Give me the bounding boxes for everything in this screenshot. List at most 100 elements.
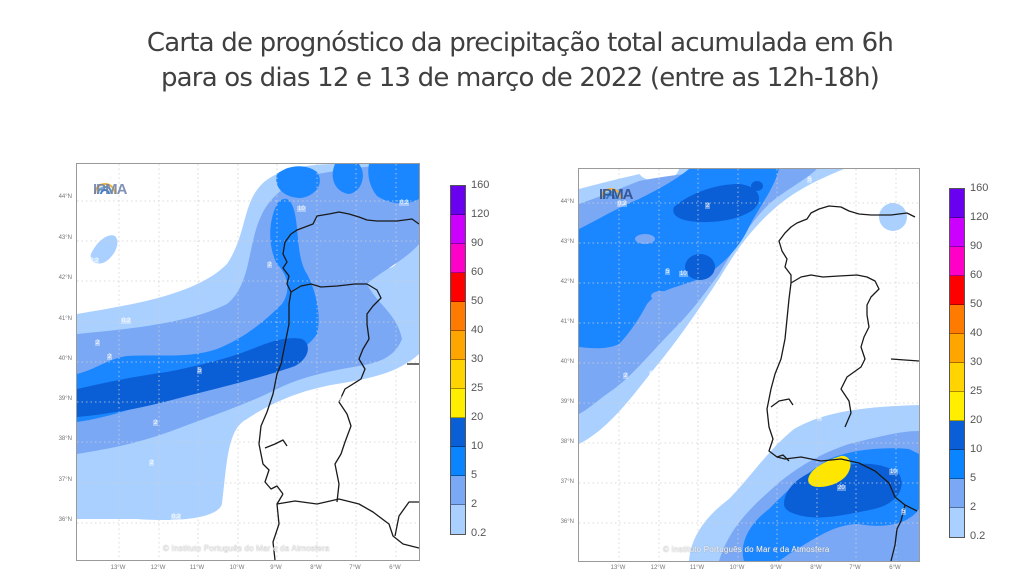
precipitation-map-day-12: 0.2 0.2 2 2 5 10 2 0.2 2 2 0.2 0.2 IPMA … — [76, 163, 420, 561]
map-canvas — [77, 164, 419, 560]
legend-tick: 60 — [970, 269, 983, 281]
legend-tick: 50 — [471, 295, 484, 307]
legend-tick: 25 — [471, 382, 484, 394]
legend-swatch — [950, 392, 964, 421]
legend-tick: 10 — [471, 440, 484, 452]
contour-label: 20 — [837, 485, 846, 491]
lat-label: 38°N — [560, 439, 574, 445]
contour-label: 2 — [705, 203, 711, 209]
contour-label: 5 — [665, 269, 671, 275]
logo-text: IPMA — [93, 181, 127, 198]
legend-swatch — [451, 215, 465, 244]
legend-swatch — [451, 476, 465, 505]
lat-label: 41°N — [560, 319, 574, 325]
legend-tick: 160 — [970, 182, 989, 194]
contour-label: 0.2 — [121, 318, 132, 324]
lat-label: 36°N — [58, 517, 72, 523]
title-line-2: para os dias 12 e 13 de março de 2022 (e… — [160, 63, 880, 93]
legend-swatch — [451, 389, 465, 418]
legend-tick: 20 — [970, 414, 983, 426]
legend-swatch — [451, 244, 465, 273]
legend-swatch — [451, 418, 465, 447]
legend-tick: 90 — [970, 240, 983, 252]
lon-label: 13°W — [110, 565, 126, 571]
legend-swatch — [451, 447, 465, 476]
ipma-logo: IPMA — [93, 181, 127, 198]
contour-label: 2 — [817, 415, 823, 421]
lon-label: 12°W — [650, 565, 666, 571]
legend-tick: 10 — [970, 443, 983, 455]
legend-swatch — [950, 421, 964, 450]
contour-label: 2 — [149, 460, 155, 466]
lon-label: 7°W — [849, 565, 861, 571]
legend-swatch — [950, 450, 964, 479]
chart-title: Carta de prognóstico da precipitação tot… — [0, 26, 1024, 96]
contour-label: 0.2 — [337, 396, 348, 402]
lon-label: 9°W — [770, 565, 782, 571]
contour-label: 10 — [297, 206, 306, 212]
legend-tick: 50 — [970, 298, 983, 310]
lon-label: 12°W — [150, 565, 166, 571]
title-line-1: Carta de prognóstico da precipitação tot… — [146, 28, 894, 58]
contour-label: 2 — [623, 373, 629, 379]
legend-swatch — [950, 247, 964, 276]
contour-label: 0.2 — [171, 514, 182, 520]
legend-tick: 60 — [471, 266, 484, 278]
legend-swatch — [950, 276, 964, 305]
lat-label: 37°N — [58, 477, 72, 483]
legend-swatch — [451, 273, 465, 302]
contour-label: 5 — [901, 509, 907, 515]
rainbow-logo-icon — [94, 183, 116, 195]
legend-tick: 5 — [970, 472, 977, 484]
ipma-logo: IPMA — [599, 186, 633, 203]
contour-label: 5 — [807, 177, 813, 183]
copyright-credit: © Instituto Português do Mar e da Atmosf… — [163, 544, 330, 553]
legend-tick: 0.2 — [970, 530, 986, 542]
legend-tick: 160 — [471, 179, 490, 191]
copyright-credit: © Instituto Português do Mar e da Atmosf… — [663, 545, 830, 554]
legend-colorbar: 160 120 90 60 50 40 30 25 20 10 5 2 0.2 — [450, 179, 489, 539]
lat-label: 42°N — [58, 275, 72, 281]
lat-label: 38°N — [58, 436, 72, 442]
legend-swatch — [950, 363, 964, 392]
lon-label: 6°W — [889, 565, 901, 571]
lon-label: 6°W — [389, 565, 401, 571]
lat-label: 37°N — [560, 479, 574, 485]
lat-label: 44°N — [560, 199, 574, 205]
contour-label: 0.2 — [89, 258, 100, 264]
legend-swatch — [451, 360, 465, 389]
lat-label: 39°N — [560, 399, 574, 405]
legend-swatch — [950, 305, 964, 334]
legend-tick: 0.2 — [471, 527, 487, 539]
lon-label: 11°W — [189, 565, 205, 571]
legend-tick: 120 — [471, 208, 490, 220]
lon-label: 10°W — [729, 565, 745, 571]
legend-tick: 20 — [471, 411, 484, 423]
map-canvas — [579, 169, 919, 561]
lat-label: 41°N — [58, 316, 72, 322]
lon-label: 7°W — [349, 565, 361, 571]
legend-swatch — [950, 189, 964, 218]
contour-label: 0.2 — [649, 371, 660, 377]
contour-label: 2 — [107, 354, 113, 360]
legend-swatch — [950, 334, 964, 363]
contour-label: 2 — [267, 262, 273, 268]
legend-tick: 2 — [471, 498, 478, 510]
lon-label: 8°W — [310, 565, 322, 571]
lon-label: 8°W — [810, 565, 822, 571]
legend-colorbar: 160 120 90 60 50 40 30 25 20 10 5 2 0.2 — [949, 182, 988, 542]
legend-tick: 30 — [471, 353, 484, 365]
lon-label: 9°W — [270, 565, 282, 571]
legend-swatch — [451, 331, 465, 360]
lat-label: 43°N — [58, 235, 72, 241]
legend-swatch — [451, 505, 465, 534]
legend-tick: 25 — [970, 385, 983, 397]
legend-tick: 40 — [970, 327, 983, 339]
contour-label: 0.2 — [399, 200, 410, 206]
contour-label: 0.2 — [617, 201, 628, 207]
legend-tick: 90 — [471, 237, 484, 249]
legend-swatch — [950, 479, 964, 508]
lon-label: 13°W — [610, 565, 626, 571]
legend-swatch — [950, 508, 964, 537]
lon-label: 11°W — [689, 565, 705, 571]
